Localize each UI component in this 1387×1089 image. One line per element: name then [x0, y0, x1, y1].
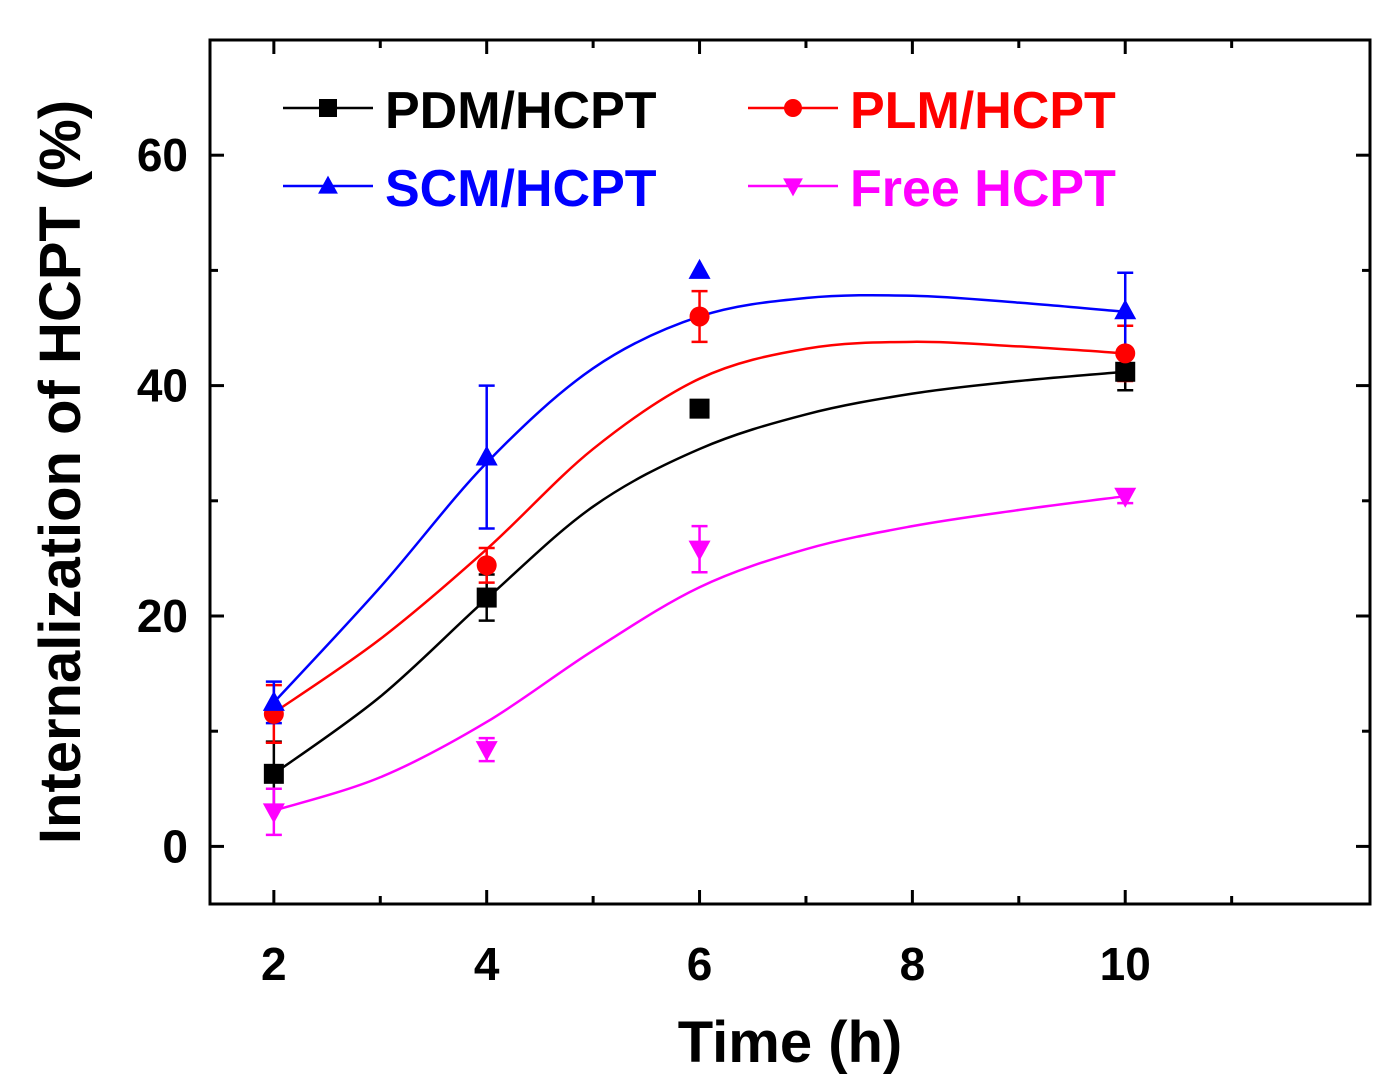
- y-axis: 0 20 40 60: [137, 38, 1370, 872]
- data-point-plm-hcpt: [476, 555, 497, 576]
- y-axis-title: Internalization of HCPT (%): [28, 100, 93, 844]
- legend-marker-pdm-hcpt: [319, 99, 337, 117]
- data-point-scm-hcpt: [688, 258, 711, 279]
- data-point-pdm-hcpt: [263, 763, 284, 784]
- legend-marker-plm-hcpt: [784, 99, 802, 117]
- data-point-scm-hcpt: [1114, 299, 1137, 320]
- data-point-scm-hcpt: [262, 690, 285, 711]
- x-tick-label: 6: [687, 938, 713, 990]
- legend-label-plm-hcpt: PLM/HCPT: [850, 82, 1116, 140]
- legend-label-pdm-hcpt: PDM/HCPT: [385, 82, 657, 140]
- legend-marker-free-hcpt: [783, 178, 803, 197]
- legend: PDM/HCPT PLM/HCPT SCM/HCPT Free HCPT: [283, 82, 1116, 218]
- fit-curve-scm-hcpt: [272, 293, 1126, 704]
- legend-marker-scm-hcpt: [318, 175, 338, 194]
- fit-curve-plm-hcpt: [273, 340, 1126, 714]
- x-axis-title: Time (h): [678, 1010, 903, 1075]
- legend-label-scm-hcpt: SCM/HCPT: [385, 160, 657, 218]
- y-tick-label: 40: [137, 360, 188, 412]
- data-point-plm-hcpt: [689, 306, 710, 327]
- data-point-pdm-hcpt: [476, 587, 497, 608]
- data-point-free-hcpt: [688, 540, 711, 561]
- fit-curve-pdm-hcpt: [273, 370, 1126, 775]
- fit-curves: [272, 293, 1126, 812]
- fit-curve-free-hcpt: [273, 494, 1126, 812]
- y-tick-label: 20: [137, 590, 188, 642]
- data-point-free-hcpt: [262, 803, 285, 824]
- x-tick-label: 4: [474, 938, 500, 990]
- x-tick-label: 8: [900, 938, 926, 990]
- data-point-free-hcpt: [1114, 487, 1137, 508]
- data-markers: [262, 258, 1137, 824]
- plot-frame: [208, 38, 1372, 906]
- data-point-scm-hcpt: [475, 445, 498, 466]
- x-axis: 2 4 6 8 10: [261, 40, 1234, 990]
- x-tick-label: 2: [261, 938, 287, 990]
- data-point-free-hcpt: [475, 741, 498, 762]
- y-tick-label: 0: [162, 820, 188, 872]
- data-point-plm-hcpt: [1115, 343, 1136, 364]
- data-point-pdm-hcpt: [1115, 361, 1136, 382]
- legend-label-free-hcpt: Free HCPT: [850, 160, 1116, 218]
- y-tick-label: 60: [137, 129, 188, 181]
- x-tick-label: 10: [1100, 938, 1151, 990]
- data-point-pdm-hcpt: [689, 398, 710, 419]
